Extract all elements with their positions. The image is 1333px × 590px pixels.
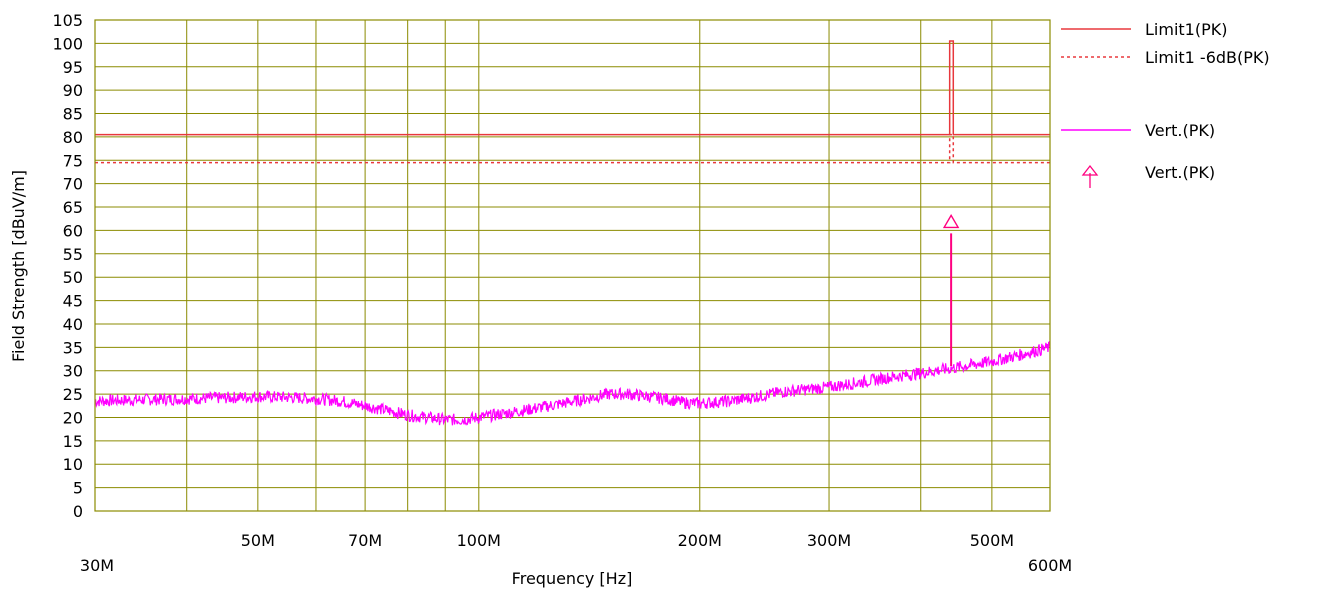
series-line-vert-pk [94,340,1051,426]
y-tick-label: 105 [52,11,83,30]
marker-layer [942,214,960,367]
x-axis-title: Frequency [Hz] [512,569,633,588]
y-tick-label: 20 [63,408,83,427]
peak-marker [942,214,960,367]
legend-arrow-marker-icon [1081,164,1099,188]
y-tick-labels: 0 5 10 15 20 25 30 35 40 45 50 55 60 65 70 75 80 85 90 95 10… [52,11,83,521]
y-tick-label: 5 [73,479,83,498]
y-axis-title: Field Strength [dBuV/m] [9,170,28,362]
x-tick-label: 30M [80,556,114,575]
y-tick-label: 60 [63,221,83,240]
y-tick-label: 50 [63,268,83,287]
series-0 [95,40,1050,136]
series-1 [95,133,1050,164]
x-tick-label: 600M [1028,556,1072,575]
y-tick-label: 70 [63,175,83,194]
series-layer [94,40,1051,426]
x-tick-label: 500M [970,531,1014,550]
y-tick-label: 10 [63,455,83,474]
y-tick-label: 35 [63,338,83,357]
y-tick-label: 55 [63,245,83,264]
legend-label-limit1: Limit1(PK) [1145,20,1227,39]
x-tick-labels: 30M 50M 70M 100M 200M 300M 500M 600M [80,531,1072,575]
y-tick-label: 100 [52,34,83,53]
x-tick-label: 70M [348,531,382,550]
peak-marker-arrow-icon [942,214,960,229]
plot-frame [94,19,1051,512]
series-line-limit1-6db [95,133,1050,164]
x-tick-label: 200M [678,531,722,550]
x-tick-label: 50M [241,531,275,550]
y-tick-label: 25 [63,385,83,404]
y-tick-label: 15 [63,432,83,451]
legend-label-vert-pk-marker: Vert.(PK) [1145,163,1215,182]
y-tick-label: 0 [73,502,83,521]
y-tick-label: 45 [63,292,83,311]
y-tick-label: 40 [63,315,83,334]
y-tick-label: 65 [63,198,83,217]
plot-area [95,20,1050,511]
series-line-limit1 [95,40,1050,136]
legend: Limit1(PK) Limit1 -6dB(PK) Vert.(PK) Ver… [1061,20,1270,188]
y-tick-label: 75 [63,151,83,170]
legend-label-vert-pk: Vert.(PK) [1145,121,1215,140]
y-tick-label: 90 [63,81,83,100]
legend-label-limit1-6db: Limit1 -6dB(PK) [1145,48,1270,67]
x-tick-label: 300M [807,531,851,550]
series-2 [94,340,1051,426]
y-tick-label: 95 [63,58,83,77]
y-tick-label: 85 [63,105,83,124]
x-tick-label: 100M [457,531,501,550]
y-tick-label: 80 [63,128,83,147]
y-tick-label: 30 [63,362,83,381]
